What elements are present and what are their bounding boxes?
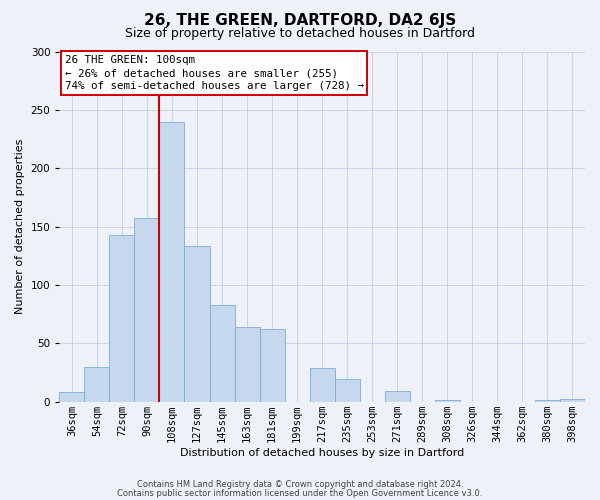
Text: 26, THE GREEN, DARTFORD, DA2 6JS: 26, THE GREEN, DARTFORD, DA2 6JS	[144, 12, 456, 28]
Bar	[310, 368, 335, 402]
X-axis label: Distribution of detached houses by size in Dartford: Distribution of detached houses by size …	[180, 448, 464, 458]
Y-axis label: Number of detached properties: Number of detached properties	[15, 139, 25, 314]
Bar	[235, 327, 260, 402]
Bar	[335, 380, 360, 402]
Bar	[160, 122, 184, 402]
Bar	[209, 305, 235, 402]
Bar	[385, 391, 410, 402]
Text: Contains HM Land Registry data © Crown copyright and database right 2024.: Contains HM Land Registry data © Crown c…	[137, 480, 463, 489]
Text: Contains public sector information licensed under the Open Government Licence v3: Contains public sector information licen…	[118, 489, 482, 498]
Bar	[134, 218, 160, 402]
Bar	[560, 400, 585, 402]
Bar	[85, 366, 109, 402]
Bar	[59, 392, 85, 402]
Text: Size of property relative to detached houses in Dartford: Size of property relative to detached ho…	[125, 28, 475, 40]
Bar	[435, 400, 460, 402]
Text: 26 THE GREEN: 100sqm
← 26% of detached houses are smaller (255)
74% of semi-deta: 26 THE GREEN: 100sqm ← 26% of detached h…	[65, 55, 364, 92]
Bar	[184, 246, 209, 402]
Bar	[109, 235, 134, 402]
Bar	[535, 400, 560, 402]
Bar	[260, 330, 284, 402]
